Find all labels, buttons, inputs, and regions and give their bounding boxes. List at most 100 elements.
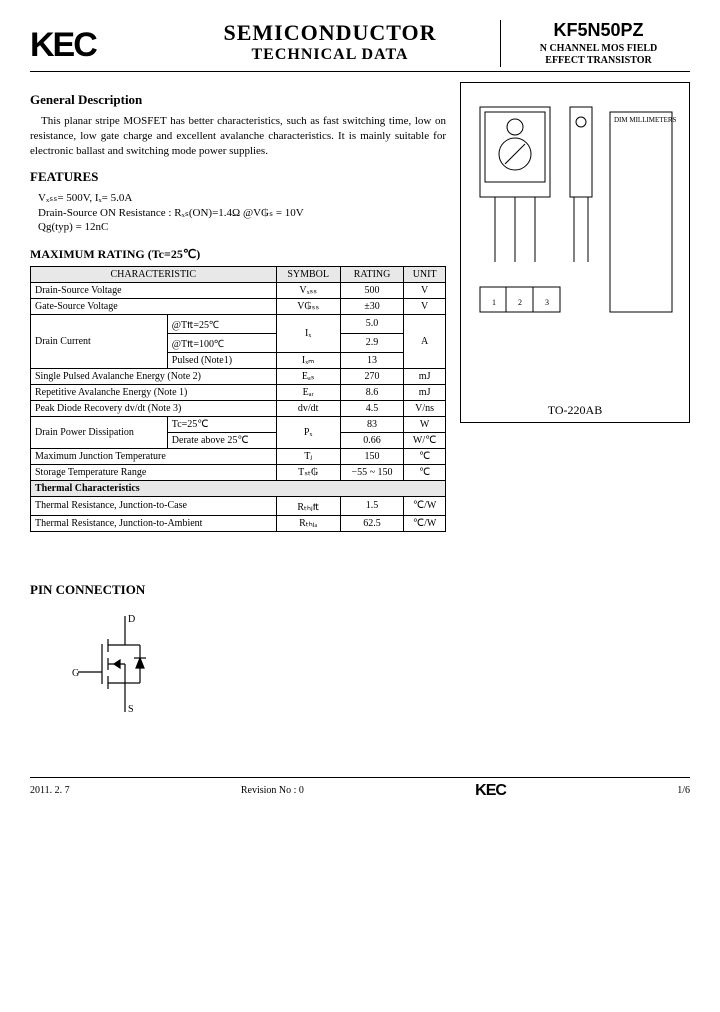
footer-date: 2011. 2. 7 — [30, 785, 70, 796]
footer-page-num: 1/6 — [677, 785, 690, 796]
cell-val: 150 — [340, 448, 403, 464]
cell-char: Thermal Resistance, Junction-to-Case — [31, 496, 277, 515]
cell-char: Storage Temperature Range — [31, 464, 277, 480]
footer-logo: KEC — [475, 782, 506, 800]
feature-3: Qg(typ) = 12nC — [38, 221, 446, 233]
svg-text:DIM MILLIMETERS: DIM MILLIMETERS — [614, 116, 677, 124]
cell-sym: Pₓ — [276, 416, 340, 448]
svg-text:1: 1 — [492, 298, 496, 307]
table-row: Thermal Resistance, Junction-to-Case Rₜₕ… — [31, 496, 446, 515]
ratings-table: CHARACTERISTIC SYMBOL RATING UNIT Drain-… — [30, 266, 446, 532]
pin-heading: PIN CONNECTION — [30, 582, 446, 598]
cell-unit: ℃ — [404, 464, 446, 480]
cell-cond: Pulsed (Note1) — [167, 352, 276, 368]
cell-cond: Derate above 25℃ — [167, 432, 276, 448]
cell-char: Maximum Junction Temperature — [31, 448, 277, 464]
cell-sym: Tₛₜ₲ — [276, 464, 340, 480]
cell-char: Drain-Source Voltage — [31, 282, 277, 298]
cell-dpd: Drain Power Dissipation — [31, 416, 168, 448]
cell-sym: V₲ₛₛ — [276, 298, 340, 314]
table-row: Gate-Source Voltage V₲ₛₛ ±30 V — [31, 298, 446, 314]
main-content: General Description This planar stripe M… — [30, 82, 690, 717]
cell-val: 4.5 — [340, 400, 403, 416]
page-footer: 2011. 2. 7 Revision No : 0 KEC 1/6 — [30, 777, 690, 800]
package-name: TO-220AB — [465, 403, 685, 418]
cell-sym: dv/dt — [276, 400, 340, 416]
cell-unit: V/ns — [404, 400, 446, 416]
cell-val: 83 — [340, 416, 403, 432]
table-row: Storage Temperature Range Tₛₜ₲ −55 ~ 150… — [31, 464, 446, 480]
cell-sym: Eₐₛ — [276, 368, 340, 384]
hdr-characteristic: CHARACTERISTIC — [31, 266, 277, 282]
pin-s-label: S — [128, 704, 134, 714]
cell-char: Repetitive Avalanche Energy (Note 1) — [31, 384, 277, 400]
table-header-row: CHARACTERISTIC SYMBOL RATING UNIT — [31, 266, 446, 282]
feature-1: Vₓₛₛ= 500V, Iₓ= 5.0A — [38, 191, 446, 204]
features-heading: FEATURES — [30, 169, 446, 185]
part-number: KF5N50PZ — [507, 20, 690, 41]
table-row: Single Pulsed Avalanche Energy (Note 2) … — [31, 368, 446, 384]
cell-val: ±30 — [340, 298, 403, 314]
part-desc-1: N CHANNEL MOS FIELD — [507, 43, 690, 55]
cell-val: 5.0 — [340, 314, 403, 333]
cell-unit: mJ — [404, 384, 446, 400]
hdr-rating: RATING — [340, 266, 403, 282]
cell-sym: Eₐᵣ — [276, 384, 340, 400]
cell-val: 500 — [340, 282, 403, 298]
svg-text:2: 2 — [518, 298, 522, 307]
general-desc-heading: General Description — [30, 92, 446, 108]
cell-cond: @T₶=25℃ — [167, 314, 276, 333]
cell-val: 8.6 — [340, 384, 403, 400]
package-outline-box: 1 2 3 DIM MILLIMETERS TO-220AB — [460, 82, 690, 423]
pin-connection-section: PIN CONNECTION — [30, 582, 446, 717]
doc-title-block: SEMICONDUCTOR TECHNICAL DATA — [160, 20, 500, 67]
cell-unit: W — [404, 416, 446, 432]
table-row: Repetitive Avalanche Energy (Note 1) Eₐᵣ… — [31, 384, 446, 400]
right-column: 1 2 3 DIM MILLIMETERS TO-220AB — [460, 82, 690, 717]
part-desc-2: EFFECT TRANSISTOR — [507, 55, 690, 67]
cell-sym: Vₓₛₛ — [276, 282, 340, 298]
cell-val: 13 — [340, 352, 403, 368]
cell-sym: Rₜₕⱼₐ — [276, 515, 340, 531]
title-main: SEMICONDUCTOR — [160, 20, 500, 46]
title-sub: TECHNICAL DATA — [160, 46, 500, 64]
to220-outline-icon: 1 2 3 DIM MILLIMETERS — [470, 92, 680, 392]
cell-unit: ℃/W — [404, 515, 446, 531]
cell-unit: mJ — [404, 368, 446, 384]
cell-sym: Rₜₕⱼ₶ — [276, 496, 340, 515]
cell-drain-current: Drain Current — [31, 314, 168, 368]
pin-g-label: G — [72, 668, 79, 679]
table-row: Drain Power Dissipation Tc=25℃ Pₓ 83 W — [31, 416, 446, 432]
cell-val: 0.66 — [340, 432, 403, 448]
package-drawing: 1 2 3 DIM MILLIMETERS — [465, 87, 685, 397]
cell-char: Gate-Source Voltage — [31, 298, 277, 314]
cell-unit: A — [404, 314, 446, 368]
max-rating-heading: MAXIMUM RATING (Tc=25℃) — [30, 247, 446, 262]
page-header: KEC SEMICONDUCTOR TECHNICAL DATA KF5N50P… — [30, 20, 690, 72]
cell-char: Thermal Resistance, Junction-to-Ambient — [31, 515, 277, 531]
cell-sym: Iₓₘ — [276, 352, 340, 368]
table-row: Drain Current @T₶=25℃ Iₓ 5.0 A — [31, 314, 446, 333]
cell-val: 62.5 — [340, 515, 403, 531]
cell-cond: @T₶=100℃ — [167, 333, 276, 352]
cell-sym: Iₓ — [276, 314, 340, 352]
left-column: General Description This planar stripe M… — [30, 82, 446, 717]
cell-val: −55 ~ 150 — [340, 464, 403, 480]
cell-val: 1.5 — [340, 496, 403, 515]
cell-unit: ℃ — [404, 448, 446, 464]
cell-char: Single Pulsed Avalanche Energy (Note 2) — [31, 368, 277, 384]
feature-2: Drain-Source ON Resistance : Rₓₛ(ON)=1.4… — [38, 206, 446, 219]
thermal-header-row: Thermal Characteristics — [31, 480, 446, 496]
hdr-unit: UNIT — [404, 266, 446, 282]
cell-val: 270 — [340, 368, 403, 384]
table-row: Thermal Resistance, Junction-to-Ambient … — [31, 515, 446, 531]
cell-unit: W/℃ — [404, 432, 446, 448]
cell-sym: Tⱼ — [276, 448, 340, 464]
table-row: Drain-Source Voltage Vₓₛₛ 500 V — [31, 282, 446, 298]
thermal-heading: Thermal Characteristics — [31, 480, 446, 496]
cell-char: Peak Diode Recovery dv/dt (Note 3) — [31, 400, 277, 416]
hdr-symbol: SYMBOL — [276, 266, 340, 282]
svg-text:3: 3 — [545, 298, 549, 307]
company-logo: KEC — [30, 20, 160, 67]
cell-unit: V — [404, 298, 446, 314]
